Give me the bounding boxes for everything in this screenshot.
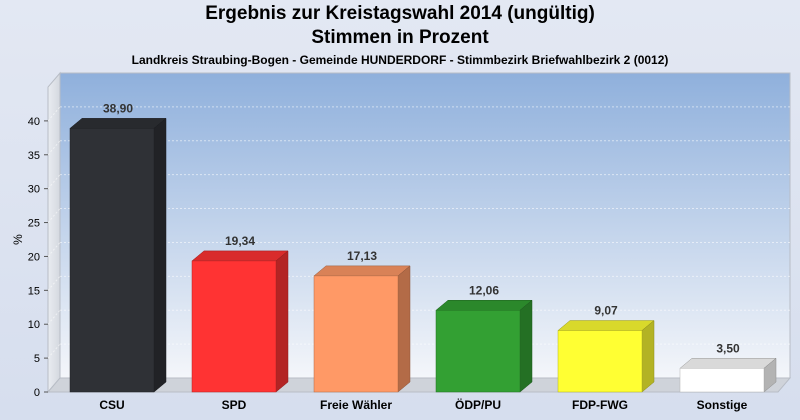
- bar-value-label: 9,07: [594, 304, 618, 318]
- bar-0: 38,90: [69, 101, 167, 393]
- gridline-side: [47, 242, 61, 257]
- bar-value-label: 17,13: [347, 249, 377, 263]
- y-axis-label: %: [11, 234, 25, 245]
- x-tick-label: FDP-FWG: [572, 398, 628, 412]
- y-tick-label: 5: [34, 353, 40, 365]
- bar-top: [191, 250, 289, 262]
- plot-side-wall: [47, 71, 61, 394]
- gridline-side: [47, 276, 61, 291]
- bar-value-label: 38,90: [103, 101, 133, 115]
- chart-subtitle: Landkreis Straubing-Bogen - Gemeinde HUN…: [131, 53, 669, 67]
- gridline-side: [47, 343, 61, 359]
- bar-value-label: 19,34: [225, 234, 255, 248]
- bar-top: [557, 320, 655, 331]
- gridline-side: [47, 106, 61, 122]
- y-tick-label: 25: [28, 218, 40, 230]
- bar-side: [275, 250, 289, 393]
- bar-value-label: 12,06: [469, 283, 499, 297]
- bar-5: 3,50: [679, 341, 777, 393]
- bar: [313, 275, 399, 393]
- y-tick-label: 30: [28, 184, 40, 196]
- x-tick-label: ÖDP/PU: [455, 397, 501, 412]
- bar-side: [397, 265, 411, 393]
- gridline-side: [47, 140, 61, 156]
- bar-3: 12,06: [435, 283, 533, 393]
- bar-side: [641, 319, 655, 393]
- x-tick-label: Freie Wähler: [320, 398, 392, 412]
- y-tick-label: 10: [28, 319, 40, 331]
- bar-value-label: 3,50: [716, 341, 740, 355]
- bar: [557, 330, 643, 393]
- bar-side: [153, 117, 167, 393]
- bar-4: 9,07: [557, 304, 655, 393]
- bar: [191, 260, 277, 393]
- chart-title-line2: Stimmen in Prozent: [311, 27, 489, 48]
- gridline-side: [47, 174, 61, 189]
- x-tick-label: CSU: [99, 398, 124, 412]
- y-tick-label: 15: [28, 285, 40, 297]
- y-tick-label: 40: [28, 116, 40, 128]
- bar-top: [679, 358, 777, 369]
- bar: [69, 128, 155, 393]
- bar-1: 19,34: [191, 234, 289, 393]
- y-tick-label: 0: [34, 387, 40, 399]
- gridline-side: [47, 309, 61, 325]
- x-tick-label: Sonstige: [697, 398, 748, 412]
- y-tick-label: 35: [28, 150, 40, 162]
- bar-side: [519, 299, 533, 393]
- chart-title: Ergebnis zur Kreistagswahl 2014 (ungülti…: [205, 3, 595, 24]
- plot-back-wall: [59, 72, 791, 379]
- gridline-side: [47, 208, 61, 223]
- bar: [679, 368, 765, 393]
- bar-top: [69, 118, 167, 129]
- bar-top: [313, 265, 411, 277]
- bar-top: [435, 300, 533, 311]
- y-tick-label: 20: [28, 251, 40, 263]
- bar: [435, 310, 521, 393]
- x-tick-label: SPD: [222, 398, 247, 412]
- bar-2: 17,13: [313, 249, 411, 393]
